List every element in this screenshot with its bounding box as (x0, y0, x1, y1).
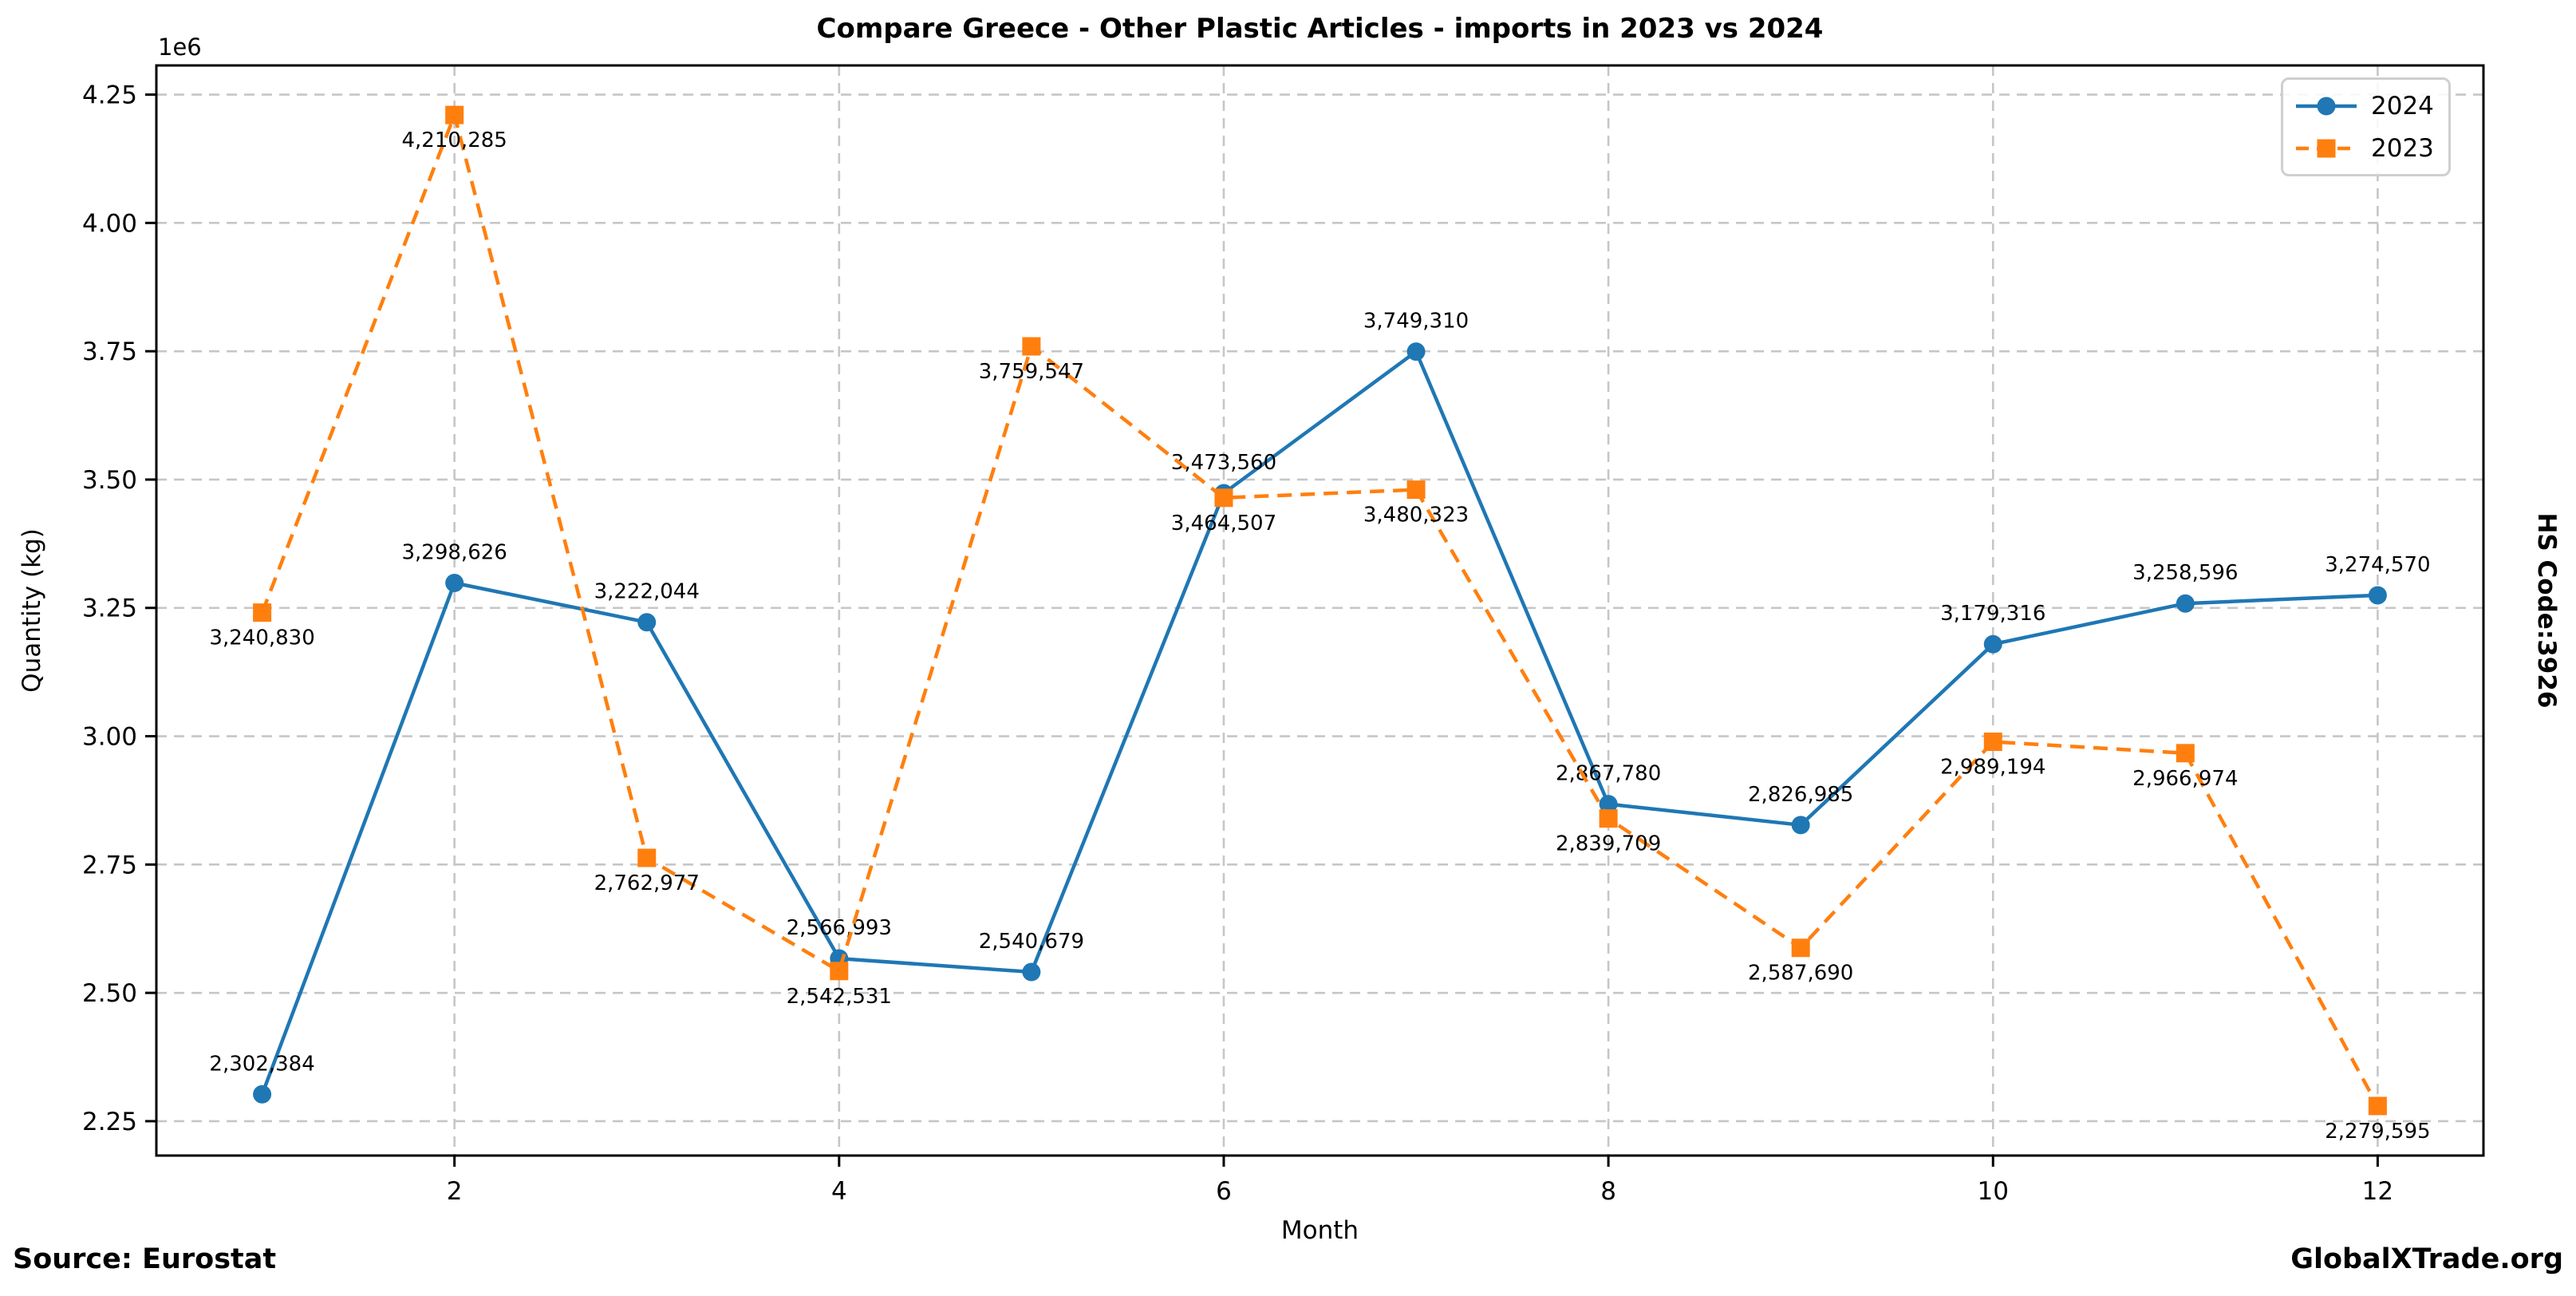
chart-title: Compare Greece - Other Plastic Articles … (816, 13, 1824, 45)
marker-2023-m5 (1022, 337, 1041, 356)
y-tick-label-3.75: 3.75 (82, 338, 137, 366)
value-label-2024-m8: 2,867,780 (1556, 762, 1661, 786)
marker-2024-m2 (445, 573, 464, 592)
marker-2023-m8 (1599, 809, 1618, 828)
y-axis-title: Quantity (kg) (18, 528, 46, 693)
legend-label-2023: 2023 (2371, 133, 2434, 163)
marker-2023-m11 (2176, 744, 2195, 763)
marker-2024-m8 (1599, 795, 1618, 814)
y-tick-label-2.50: 2.50 (82, 979, 137, 1008)
value-label-2023-m6: 3,464,507 (1171, 512, 1276, 535)
y-tick-label-3.50: 3.50 (82, 466, 137, 495)
brand-label: GlobalXTrade.org (2290, 1243, 2563, 1275)
x-tick-label-6: 6 (1216, 1177, 1232, 1206)
marker-2023-m2 (445, 105, 464, 124)
marker-2024-m7 (1406, 342, 1426, 362)
legend: 2024 2023 (2281, 77, 2451, 176)
y-tick-label-3.00: 3.00 (82, 723, 137, 752)
marker-2024-m11 (2176, 594, 2195, 613)
value-label-2024-m6: 3,473,560 (1171, 451, 1276, 475)
value-label-2023-m12: 2,279,595 (2325, 1120, 2430, 1144)
x-tick-label-2: 2 (447, 1177, 463, 1206)
value-label-2023-m4: 2,542,531 (787, 985, 892, 1009)
marker-2023-m6 (1214, 488, 1233, 508)
line-2023 (260, 113, 2380, 1107)
value-label-2024-m5: 2,540,679 (979, 930, 1084, 954)
marker-2023-m12 (2368, 1096, 2387, 1116)
marker-2023-m10 (1983, 732, 2002, 751)
hs-code-label: HS Code:3926 (2532, 512, 2561, 709)
value-label-2024-m9: 2,826,985 (1748, 783, 1853, 807)
marker-2024-m9 (1791, 816, 1810, 835)
marker-2024-m1 (253, 1085, 272, 1104)
legend-sample-2024 (2296, 97, 2357, 115)
marker-2024-m10 (1983, 634, 2002, 654)
legend-item-2024: 2024 (2294, 85, 2434, 127)
x-axis-title: Month (1280, 1216, 1359, 1245)
x-tick-label-10: 10 (1978, 1177, 2009, 1206)
y-tick-label-2.75: 2.75 (82, 851, 137, 879)
y-tick-label-2.25: 2.25 (82, 1108, 137, 1136)
legend-item-2023: 2023 (2294, 127, 2434, 169)
value-label-2024-m2: 3,298,626 (402, 540, 507, 564)
y-tick-label-3.25: 3.25 (82, 595, 137, 623)
value-label-2024-m10: 3,179,316 (1940, 602, 2045, 626)
line-2024 (260, 350, 2378, 1096)
value-label-2023-m7: 3,480,323 (1363, 504, 1469, 527)
marker-2024-m5 (1022, 962, 1041, 982)
value-label-2024-m11: 3,258,596 (2132, 561, 2238, 585)
legend-sample-2023 (2296, 139, 2357, 157)
value-label-2023-m2: 4,210,285 (402, 128, 507, 152)
value-label-2024-m4: 2,566,993 (787, 916, 892, 940)
value-label-2024-m3: 3,222,044 (594, 580, 700, 604)
value-label-2023-m10: 2,989,194 (1940, 755, 2045, 779)
value-label-2024-m12: 3,274,570 (2325, 553, 2430, 577)
value-label-2023-m5: 3,759,547 (979, 360, 1084, 384)
value-label-2023-m8: 2,839,709 (1556, 832, 1661, 856)
value-label-2024-m1: 2,302,384 (209, 1052, 314, 1076)
marker-2023-m7 (1406, 480, 1426, 500)
marker-2024-m12 (2368, 586, 2387, 605)
x-tick-label-8: 8 (1600, 1177, 1616, 1206)
marker-2023-m3 (637, 848, 657, 867)
marker-2024-m3 (637, 613, 657, 632)
x-tick-label-4: 4 (831, 1177, 847, 1206)
y-tick-label-4.00: 4.00 (82, 209, 137, 238)
source-note: Source: Eurostat (13, 1243, 277, 1275)
x-tick-label-12: 12 (2362, 1177, 2393, 1206)
plot-border (155, 64, 2485, 1157)
legend-label-2024: 2024 (2371, 91, 2434, 121)
marker-2023-m9 (1791, 938, 1810, 958)
value-label-2023-m9: 2,587,690 (1748, 962, 1853, 986)
marker-2023-m4 (830, 962, 849, 981)
value-label-2023-m11: 2,966,974 (2132, 767, 2238, 791)
value-label-2024-m7: 3,749,310 (1363, 310, 1469, 334)
value-label-2023-m1: 3,240,830 (209, 626, 314, 650)
y-tick-label-4.25: 4.25 (82, 81, 137, 110)
value-label-2023-m3: 2,762,977 (594, 871, 700, 895)
marker-2023-m1 (253, 603, 272, 622)
y-axis-offset-text: 1e6 (158, 34, 202, 61)
